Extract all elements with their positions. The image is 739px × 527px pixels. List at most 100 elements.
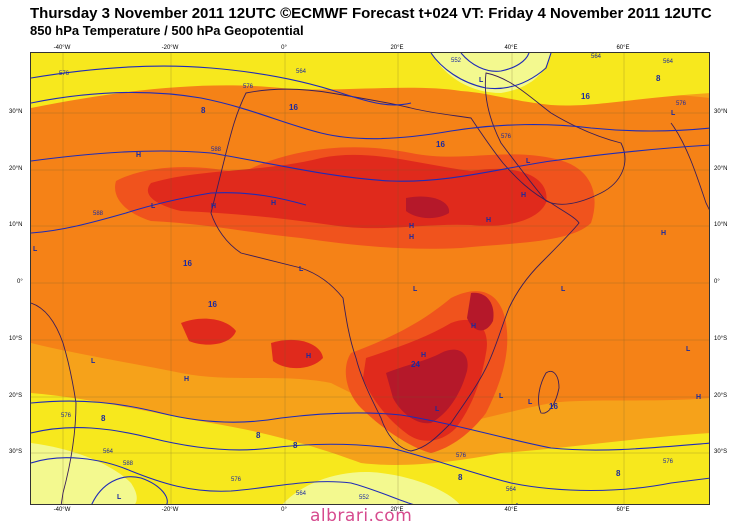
geopotential-contours bbox=[31, 53, 709, 504]
temperature-field-cool-south bbox=[31, 393, 709, 504]
geopotential-label: 576 bbox=[676, 101, 687, 107]
lon-label-bottom: 40°E bbox=[504, 507, 518, 513]
temperature-field-extreme bbox=[386, 349, 468, 424]
geopotential-label: 564 bbox=[296, 69, 307, 75]
geopotential-label: 576 bbox=[501, 134, 512, 140]
temperature-label: 16 bbox=[436, 140, 445, 149]
temperature-label: 16 bbox=[289, 103, 298, 112]
high-pressure-marker: H bbox=[521, 192, 526, 199]
lon-label-top: 20°E bbox=[390, 45, 404, 51]
lat-label-right: 20°N bbox=[714, 166, 728, 172]
geopotential-label: 564 bbox=[103, 449, 114, 455]
temperature-label: 8 bbox=[458, 473, 463, 482]
temperature-label: 16 bbox=[581, 92, 590, 101]
temperature-field-extreme bbox=[467, 292, 494, 331]
geopotential-label: 588 bbox=[211, 147, 222, 153]
geopotential-label: 564 bbox=[663, 59, 674, 65]
temperature-label: 16 bbox=[208, 300, 217, 309]
lat-label-right: 10°S bbox=[714, 336, 728, 342]
lon-label-top: 60°E bbox=[616, 45, 630, 51]
lat-label-right: 30°N bbox=[714, 109, 728, 115]
geopotential-label: 576 bbox=[231, 477, 242, 483]
lat-label-right: 30°S bbox=[714, 449, 728, 455]
low-pressure-marker: L bbox=[435, 406, 440, 413]
graticule bbox=[31, 53, 709, 504]
lat-label-left: 10°N bbox=[9, 222, 23, 228]
low-pressure-marker: L bbox=[561, 286, 566, 293]
low-pressure-marker: L bbox=[299, 266, 304, 273]
geopotential-label: 576 bbox=[663, 459, 674, 465]
south-america-coastline bbox=[31, 302, 77, 504]
high-pressure-marker: H bbox=[306, 353, 311, 360]
madagascar-coastline bbox=[538, 370, 560, 414]
low-pressure-marker: L bbox=[516, 503, 521, 505]
lat-label-left: 20°S bbox=[9, 393, 23, 399]
temperature-labels: 16 16 16 16 16 24 16 8 8 8 8 8 8 8 bbox=[101, 74, 661, 482]
lat-label-left: 0° bbox=[17, 279, 23, 285]
low-pressure-marker: L bbox=[117, 494, 122, 501]
temperature-label: 16 bbox=[549, 402, 558, 411]
temperature-label: 8 bbox=[616, 469, 621, 478]
temperature-label: 8 bbox=[101, 414, 106, 423]
lon-label-bottom: 60°E bbox=[616, 507, 630, 513]
low-pressure-marker: L bbox=[499, 393, 504, 400]
lon-label-bottom: -40°W bbox=[53, 507, 71, 513]
low-pressure-marker: L bbox=[686, 346, 691, 353]
lat-label-left: 30°N bbox=[9, 109, 23, 115]
temperature-field-very-hot bbox=[271, 339, 323, 369]
geopotential-label: 576 bbox=[243, 84, 254, 90]
chart-title: Thursday 3 November 2011 12UTC ©ECMWF Fo… bbox=[30, 4, 712, 39]
geopotential-label: 552 bbox=[451, 58, 462, 64]
lon-label-top: -40°W bbox=[53, 45, 71, 51]
temperature-label: 8 bbox=[293, 441, 298, 450]
high-pressure-marker: H bbox=[421, 352, 426, 359]
high-pressure-marker: H bbox=[184, 376, 189, 383]
high-pressure-marker: H bbox=[271, 200, 276, 207]
low-pressure-marker: L bbox=[526, 158, 531, 165]
geopotential-label: 576 bbox=[61, 413, 72, 419]
lat-label-left: 20°N bbox=[9, 166, 23, 172]
temperature-label: 8 bbox=[256, 431, 261, 440]
africa-coastline bbox=[210, 88, 580, 452]
geopotential-label: 552 bbox=[359, 495, 370, 501]
high-pressure-marker: H bbox=[486, 217, 491, 224]
high-pressure-marker: H bbox=[471, 323, 476, 330]
lat-label-right: 20°S bbox=[714, 393, 728, 399]
geopotential-label: 588 bbox=[93, 211, 104, 217]
high-pressure-marker: H bbox=[136, 152, 141, 159]
geopotential-label: 588 bbox=[123, 461, 134, 467]
lat-label-left: 30°S bbox=[9, 449, 23, 455]
arabia-coastline bbox=[484, 72, 626, 205]
lat-label-right: 0° bbox=[714, 279, 720, 285]
low-pressure-marker: L bbox=[671, 110, 676, 117]
temperature-field-very-hot bbox=[181, 318, 236, 345]
low-pressure-marker: L bbox=[528, 399, 533, 406]
lon-label-bottom: 0° bbox=[281, 507, 287, 513]
weather-map-canvas: 16 16 16 16 16 24 16 8 8 8 8 8 8 8 576 5… bbox=[31, 53, 709, 505]
weather-map: 16 16 16 16 16 24 16 8 8 8 8 8 8 8 576 5… bbox=[30, 52, 710, 505]
temperature-field-cold-south bbox=[282, 472, 460, 504]
high-pressure-marker: H bbox=[409, 223, 414, 230]
high-pressure-marker: H bbox=[696, 394, 701, 401]
watermark: albrari.com bbox=[310, 506, 413, 526]
geopotential-labels: 576 576 588 588 576 576 576 576 564 564 … bbox=[59, 54, 687, 501]
lat-label-left: 10°S bbox=[9, 336, 23, 342]
lon-label-top: 0° bbox=[281, 45, 287, 51]
lon-label-bottom: 20°E bbox=[390, 507, 404, 513]
low-pressure-marker: L bbox=[479, 77, 484, 84]
lon-label-bottom: -20°W bbox=[161, 507, 179, 513]
lat-label-right: 10°N bbox=[714, 222, 728, 228]
high-pressure-marker: H bbox=[409, 234, 414, 241]
high-pressure-marker: H bbox=[211, 203, 216, 210]
temperature-field-extreme bbox=[406, 196, 450, 219]
pressure-markers: H H H H H H H H H H H H H L L L L L L L … bbox=[33, 77, 701, 505]
low-pressure-marker: L bbox=[151, 203, 156, 210]
lon-label-top: 40°E bbox=[504, 45, 518, 51]
temperature-label: 16 bbox=[183, 259, 192, 268]
low-pressure-marker: L bbox=[91, 358, 96, 365]
geopotential-label: 564 bbox=[296, 491, 307, 497]
high-pressure-marker: H bbox=[661, 230, 666, 237]
low-pressure-marker: L bbox=[33, 246, 38, 253]
geopotential-label: 564 bbox=[591, 54, 602, 60]
geopotential-label: 564 bbox=[506, 487, 517, 493]
